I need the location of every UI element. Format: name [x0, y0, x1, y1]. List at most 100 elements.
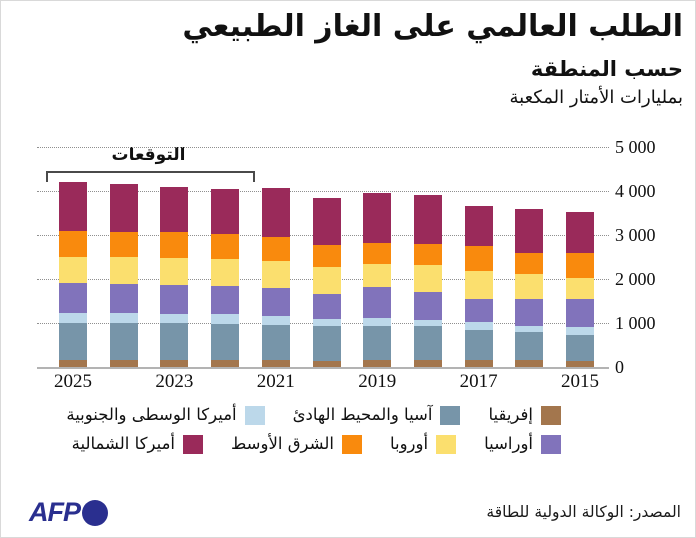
segment-middle-east-2023	[160, 232, 189, 258]
legend-item: أوراسيا	[484, 434, 561, 454]
legend-label: أوروبا	[389, 434, 429, 453]
source-credit: المصدر: الوكالة الدولية للطاقة	[486, 503, 681, 521]
x-tick-2021: 2021	[256, 371, 295, 392]
legend-item: أوروبا	[389, 434, 457, 454]
segment-europe-2022	[211, 258, 240, 286]
segment-north-america-2020	[312, 197, 341, 245]
segment-africa-2022	[211, 360, 240, 367]
segment-europe-2015	[566, 278, 594, 299]
y-tick-4000: 4 000	[615, 181, 656, 201]
segment-middle-east-2015	[566, 253, 594, 279]
gridline-5000	[37, 147, 609, 148]
segment-eurasia-2024	[109, 283, 138, 314]
segment-europe-2023	[160, 257, 189, 285]
x-tick-2019: 2019	[358, 371, 397, 392]
afp-logo-text: AFP	[29, 497, 81, 527]
afp-logo-dot-icon	[82, 499, 108, 526]
legend-label: أوراسيا	[484, 434, 533, 453]
segment-north-america-2018	[413, 195, 442, 245]
segment-asia-pacific-2022	[211, 323, 240, 361]
segment-asia-pacific-2021	[261, 325, 290, 361]
x-tick-2017: 2017	[459, 371, 498, 392]
segment-asia-pacific-2024	[109, 323, 138, 361]
segment-north-america-2022	[211, 189, 240, 234]
legend-row-1: إفريقيا آسيا والمحيط الهادئ أميركا الوسطى …	[41, 405, 561, 425]
segment-africa-2015	[566, 361, 594, 367]
legend-item: آسيا والمحيط الهادئ	[293, 405, 461, 425]
segment-asia-pacific-2017	[464, 329, 493, 361]
legend-label: أميركا الشمالية	[71, 434, 176, 453]
segment-central-south-america-2017	[464, 321, 493, 330]
segment-africa-2016	[515, 359, 544, 367]
segment-eurasia-2022	[211, 285, 240, 315]
segment-eurasia-2023	[160, 284, 189, 314]
bar-2017	[464, 206, 493, 367]
segment-europe-2017	[464, 270, 493, 299]
bar-2018	[413, 195, 442, 367]
legend-item: أميركا الشمالية	[71, 434, 204, 454]
legend-label: أميركا الوسطى والجنوبية	[66, 405, 237, 424]
legend-row-2: أوراسيا أوروبا الشرق الأوسط أميركا الشمالية	[41, 434, 561, 454]
segment-central-south-america-2018	[413, 320, 442, 326]
segment-europe-2019	[363, 263, 392, 287]
bar-2016	[515, 208, 544, 367]
segment-middle-east-2021	[261, 236, 290, 262]
x-tick-2015: 2015	[561, 371, 599, 392]
bar-2023	[160, 186, 189, 367]
legend-swatch-icon	[440, 405, 461, 425]
bar-2021	[261, 188, 290, 367]
bar-2022	[211, 189, 240, 367]
segment-eurasia-2020	[312, 293, 341, 319]
x-tick-2023: 2023	[155, 371, 194, 392]
segment-eurasia-2019	[363, 286, 392, 319]
legend-swatch-icon	[341, 434, 362, 454]
segment-africa-2019	[363, 360, 392, 367]
segment-central-south-america-2019	[363, 318, 392, 326]
segment-eurasia-2016	[515, 298, 544, 326]
segment-europe-2021	[261, 261, 290, 288]
y-tick-2000: 2 000	[615, 269, 656, 289]
segment-middle-east-2016	[515, 252, 544, 274]
bar-2020	[312, 197, 341, 367]
segment-asia-pacific-2023	[160, 323, 189, 361]
forecast-annotation: التوقعات	[111, 145, 186, 165]
segment-asia-pacific-2019	[363, 325, 392, 361]
bar-2025	[59, 182, 87, 367]
y-tick-3000: 3 000	[615, 225, 656, 245]
segment-africa-2021	[261, 360, 290, 367]
legend-swatch-icon	[541, 405, 561, 425]
segment-central-south-america-2025	[59, 312, 87, 324]
segment-europe-2018	[413, 264, 442, 293]
segment-north-america-2017	[464, 206, 493, 247]
bar-2024	[109, 184, 138, 367]
segment-eurasia-2025	[59, 283, 87, 313]
segment-asia-pacific-2025	[59, 323, 87, 361]
chart-subtitle: حسب المنطقة	[530, 57, 683, 81]
segment-asia-pacific-2018	[413, 325, 442, 361]
segment-central-south-america-2024	[109, 313, 138, 324]
segment-central-south-america-2022	[211, 314, 240, 324]
segment-africa-2025	[59, 360, 87, 367]
segment-europe-2024	[109, 257, 138, 284]
x-tick-2025: 2025	[54, 371, 92, 392]
y-tick-0: 0	[615, 357, 624, 377]
segment-central-south-america-2021	[261, 316, 290, 326]
segment-eurasia-2021	[261, 287, 290, 317]
y-tick-1000: 1 000	[615, 313, 656, 333]
segment-central-south-america-2023	[160, 313, 189, 324]
legend-item: الشرق الأوسط	[231, 434, 362, 454]
segment-africa-2018	[413, 360, 442, 367]
segment-central-south-america-2016	[515, 325, 544, 333]
segment-north-america-2015	[566, 212, 594, 254]
forecast-bracket	[46, 171, 255, 182]
bar-2019	[363, 193, 392, 367]
segment-africa-2023	[160, 360, 189, 367]
segment-middle-east-2017	[464, 246, 493, 271]
legend-swatch-icon	[244, 405, 265, 425]
legend-label: إفريقيا	[488, 405, 533, 424]
legend-item: إفريقيا	[488, 405, 561, 425]
legend-label: آسيا والمحيط الهادئ	[292, 405, 433, 424]
afp-logo: AFP	[29, 497, 108, 528]
segment-north-america-2019	[363, 193, 392, 244]
